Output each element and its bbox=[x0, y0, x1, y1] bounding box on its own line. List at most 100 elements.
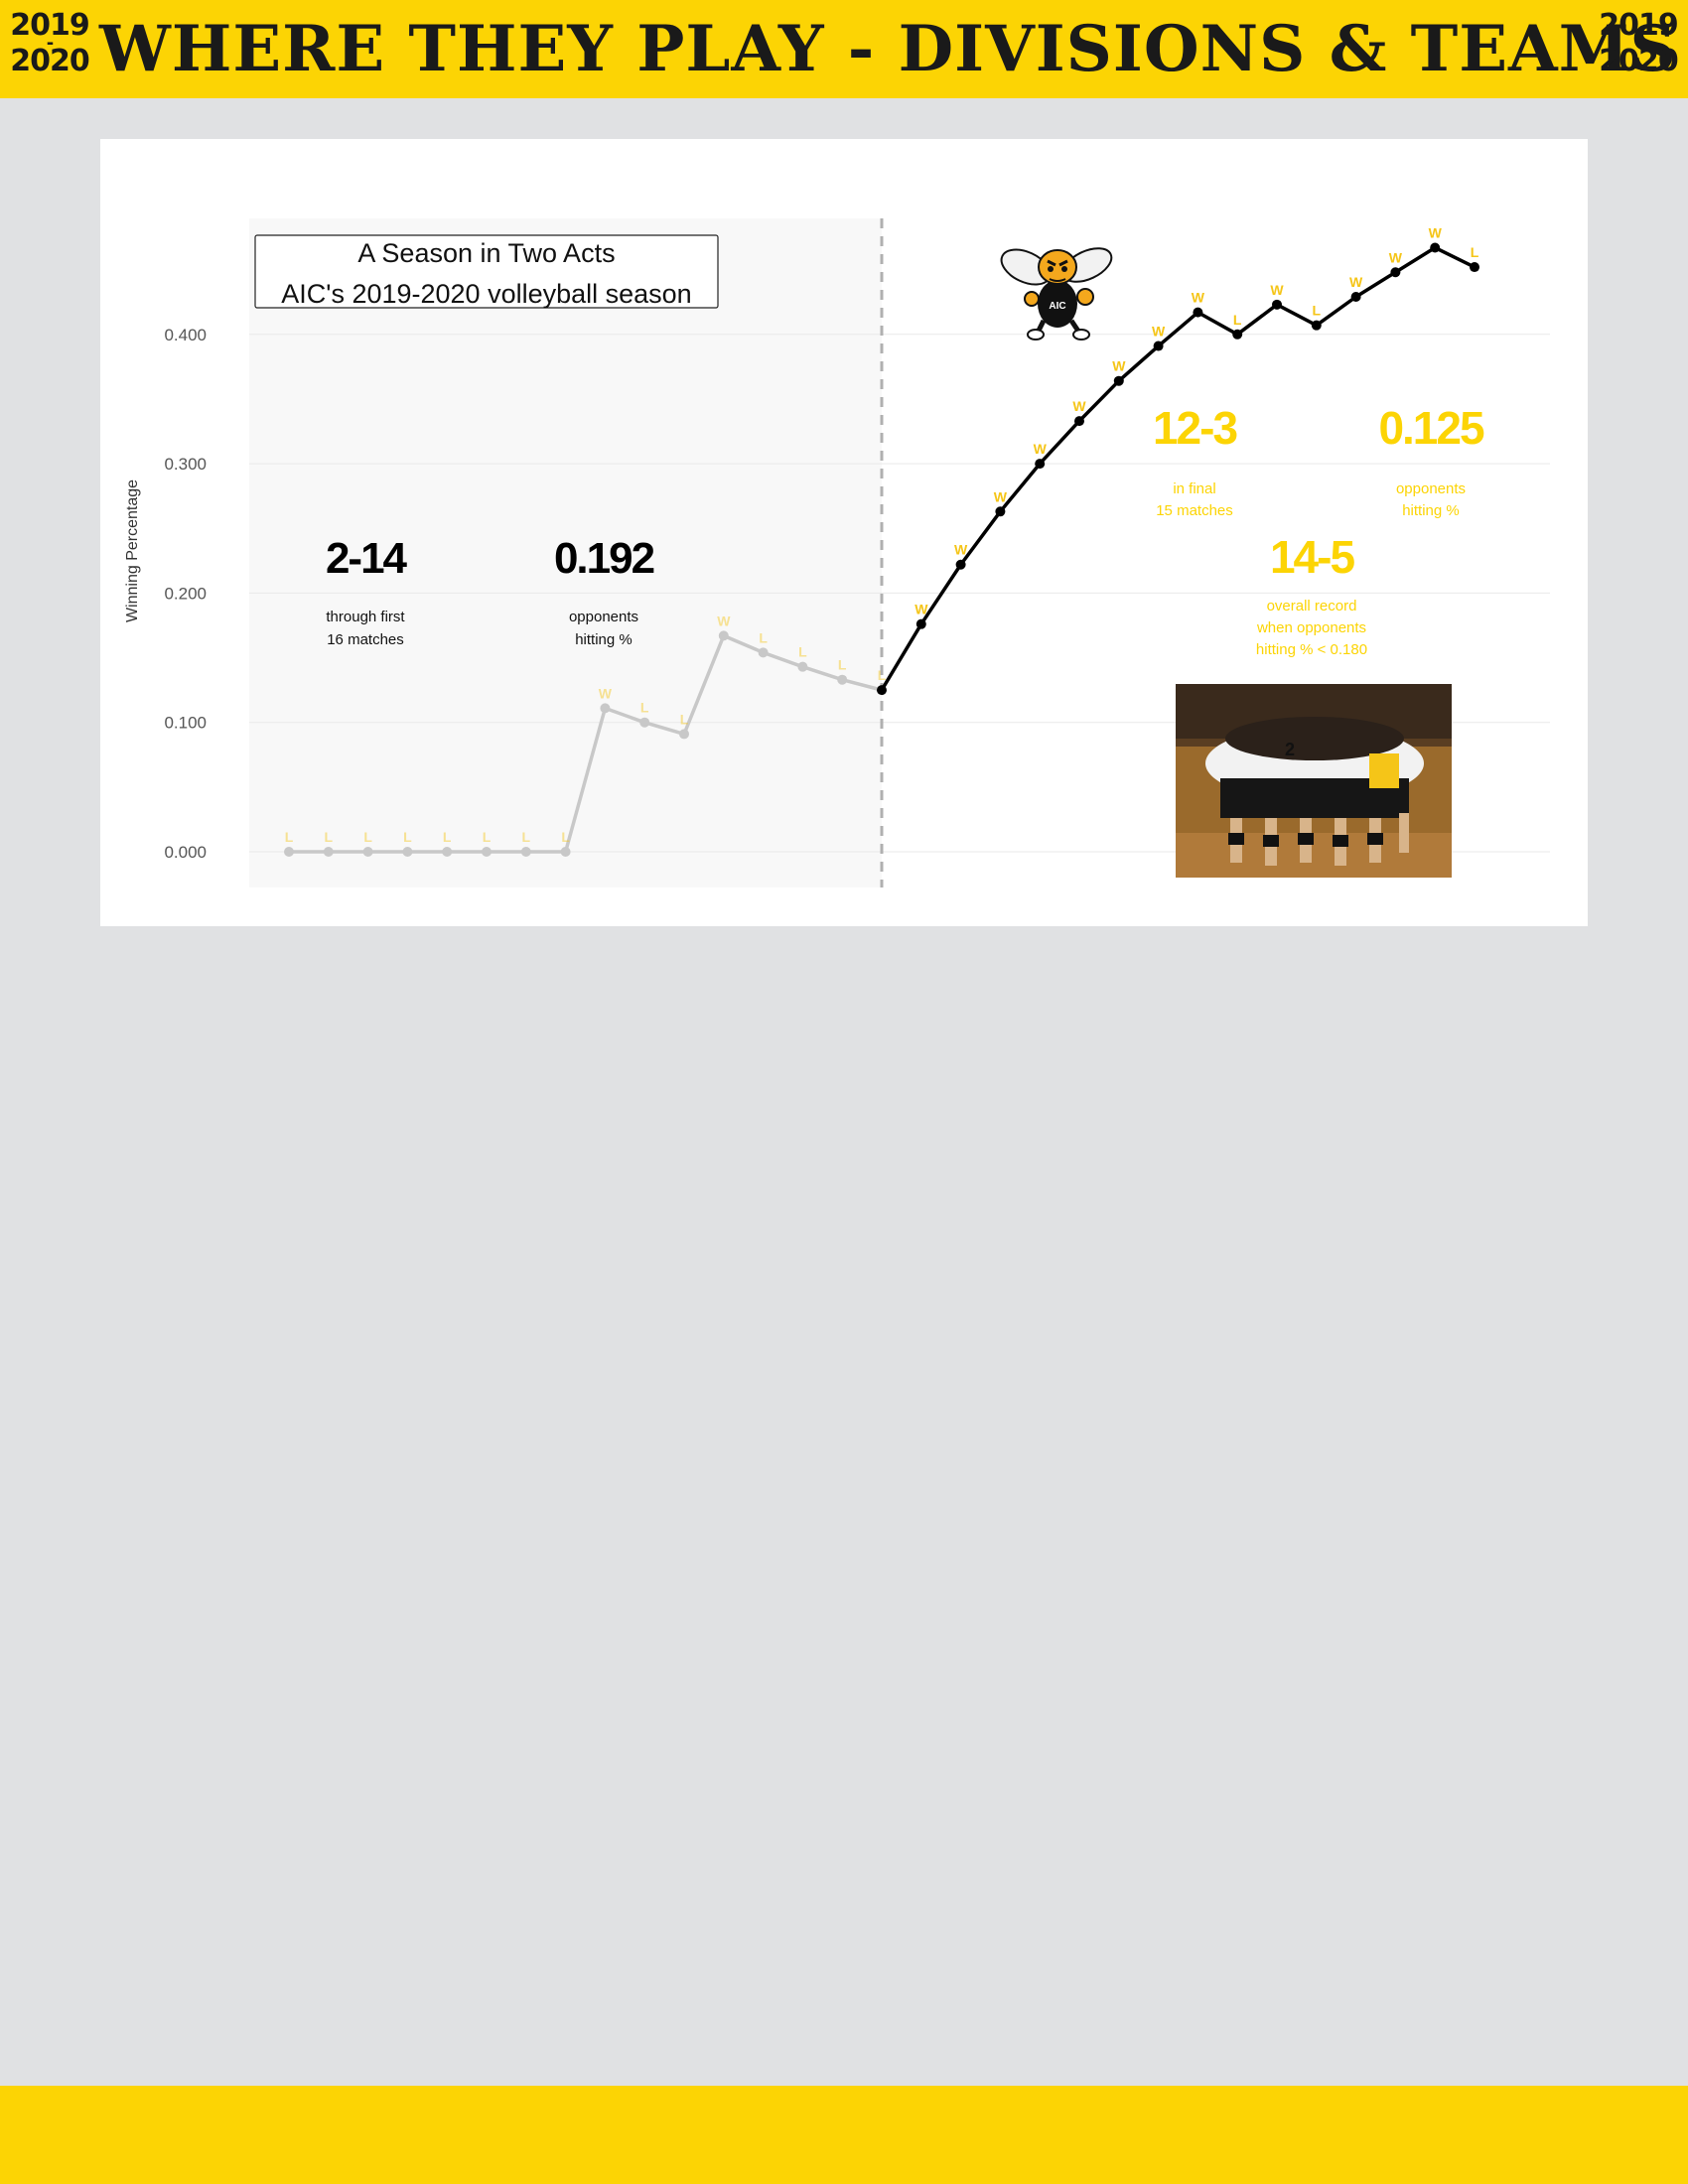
match-point bbox=[758, 647, 769, 658]
match-point bbox=[284, 847, 294, 857]
match-point bbox=[837, 674, 848, 685]
chart-title-box bbox=[254, 234, 719, 309]
y-tick-label: 0.200 bbox=[164, 584, 207, 603]
hornet-mascot-logo: AIC bbox=[1000, 247, 1113, 341]
annotation-first-record: 2-14 through first 16 matches bbox=[326, 534, 410, 648]
match-point bbox=[679, 729, 689, 740]
match-point bbox=[1074, 416, 1084, 427]
match-point bbox=[995, 506, 1006, 517]
annotation-final-record: 12-3 in final 15 matches bbox=[1153, 402, 1238, 519]
season-end-year: 2020 bbox=[1599, 44, 1678, 78]
match-result-label: L bbox=[1471, 244, 1479, 260]
annotation-final-record-line2: 15 matches bbox=[1156, 502, 1233, 519]
match-result-label: W bbox=[954, 542, 968, 558]
annotation-final-hitting-line1: opponents bbox=[1396, 480, 1466, 497]
match-result-label: W bbox=[1192, 290, 1205, 306]
match-points bbox=[284, 242, 1479, 857]
match-point bbox=[877, 685, 887, 696]
match-result-label: L bbox=[285, 829, 294, 845]
season-dash: - bbox=[46, 33, 54, 54]
match-point bbox=[482, 847, 492, 857]
annotation-final-hitting-value: 0.125 bbox=[1378, 402, 1484, 454]
page-title: WHERE THEY PLAY - DIVISIONS & TEAMS bbox=[99, 12, 1677, 86]
footer-bar bbox=[0, 2086, 1688, 2184]
match-result-labels: L L L L L L L L W L L W L L L L W W W W W W W W L W L W W W L bbox=[285, 224, 1479, 845]
match-result-label: W bbox=[1072, 398, 1086, 414]
logo-text: AIC bbox=[1049, 301, 1065, 312]
match-result-label: L bbox=[522, 829, 531, 845]
chart-panel: 0.000 0.100 0.200 0.300 0.400 Winning Percen… bbox=[100, 139, 1588, 926]
svg-text:2: 2 bbox=[1285, 740, 1295, 759]
match-result-label: W bbox=[994, 488, 1008, 504]
match-result-label: L bbox=[640, 700, 649, 716]
match-point bbox=[1430, 242, 1441, 253]
match-point bbox=[1470, 262, 1479, 273]
annotation-first-hitting: 0.192 opponents hitting % bbox=[554, 534, 656, 648]
match-result-label: W bbox=[914, 602, 928, 617]
y-axis-ticks: 0.000 0.100 0.200 0.300 0.400 bbox=[164, 326, 207, 862]
match-result-label: W bbox=[599, 685, 613, 701]
y-tick-label: 0.400 bbox=[164, 326, 207, 344]
match-point bbox=[520, 847, 531, 857]
match-result-label: L bbox=[443, 829, 452, 845]
match-point bbox=[1153, 341, 1164, 351]
match-point bbox=[1350, 292, 1361, 303]
match-result-label: L bbox=[363, 829, 372, 845]
y-tick-label: 0.000 bbox=[164, 843, 207, 862]
match-result-label: W bbox=[1389, 249, 1403, 265]
annotation-first-hitting-line2: hitting % bbox=[575, 631, 633, 648]
season-chart: 0.000 0.100 0.200 0.300 0.400 Winning Percen… bbox=[124, 218, 1550, 888]
match-point bbox=[1113, 375, 1124, 386]
annotation-overall-record-line1: overall record bbox=[1267, 598, 1357, 614]
winning-percentage-line bbox=[289, 245, 1476, 854]
match-point bbox=[362, 847, 373, 857]
annotation-final-record-line1: in final bbox=[1173, 480, 1215, 497]
annotation-first-record-value: 2-14 bbox=[326, 534, 408, 583]
annotation-final-hitting: 0.125 opponents hitting % bbox=[1378, 402, 1486, 519]
annotation-final-hitting-line2: hitting % bbox=[1402, 502, 1460, 519]
annotation-final-record-value: 12-3 bbox=[1153, 402, 1236, 454]
match-result-label: L bbox=[878, 667, 887, 683]
match-result-label: W bbox=[1034, 441, 1048, 457]
match-point bbox=[1035, 459, 1046, 470]
chart-title: A Season in Two Acts bbox=[357, 238, 615, 268]
match-point bbox=[1390, 267, 1401, 278]
annotation-overall-record-value: 14-5 bbox=[1270, 531, 1354, 583]
first-act-background bbox=[249, 218, 882, 888]
match-result-label: L bbox=[798, 644, 807, 660]
y-tick-label: 0.100 bbox=[164, 714, 207, 733]
match-point bbox=[915, 618, 926, 629]
match-point bbox=[718, 630, 729, 641]
header-bar: 2019 - 2020 WHERE THEY PLAY - DIVISIONS … bbox=[0, 0, 1688, 98]
match-result-label: W bbox=[1270, 282, 1284, 298]
match-result-label: W bbox=[717, 613, 731, 628]
match-point bbox=[1193, 307, 1203, 318]
match-point bbox=[639, 717, 650, 728]
y-axis-label: Winning Percentage bbox=[124, 479, 141, 622]
season-end-year: 2020 bbox=[10, 44, 89, 78]
match-result-label: L bbox=[483, 829, 492, 845]
annotation-first-record-line1: through first bbox=[326, 609, 405, 625]
match-result-label: L bbox=[325, 829, 334, 845]
season-start-year: 2019 bbox=[1599, 8, 1678, 43]
match-point bbox=[1232, 329, 1243, 340]
match-point bbox=[1272, 299, 1282, 310]
match-result-label: L bbox=[680, 711, 689, 727]
match-result-label: L bbox=[838, 657, 847, 673]
season-badge-left: 2019 - 2020 bbox=[0, 11, 99, 76]
annotation-first-hitting-line1: opponents bbox=[569, 609, 638, 625]
match-result-label: W bbox=[1349, 274, 1363, 290]
match-result-label: L bbox=[561, 829, 570, 845]
team-huddle-photo: 2 bbox=[1176, 684, 1452, 878]
annotation-overall-record: 14-5 overall record when opponents hitti… bbox=[1256, 531, 1367, 658]
first-act-line bbox=[289, 633, 883, 854]
annotation-overall-record-line2: when opponents bbox=[1256, 619, 1366, 636]
match-point bbox=[560, 847, 571, 857]
season-badge-right: 2019 - 2020 bbox=[1589, 11, 1688, 76]
match-point bbox=[797, 661, 808, 672]
match-point bbox=[600, 703, 611, 714]
match-result-label: L bbox=[1233, 312, 1242, 328]
annotation-first-record-line2: 16 matches bbox=[327, 631, 404, 648]
match-result-label: W bbox=[1152, 324, 1166, 340]
match-result-label: W bbox=[1429, 224, 1443, 240]
